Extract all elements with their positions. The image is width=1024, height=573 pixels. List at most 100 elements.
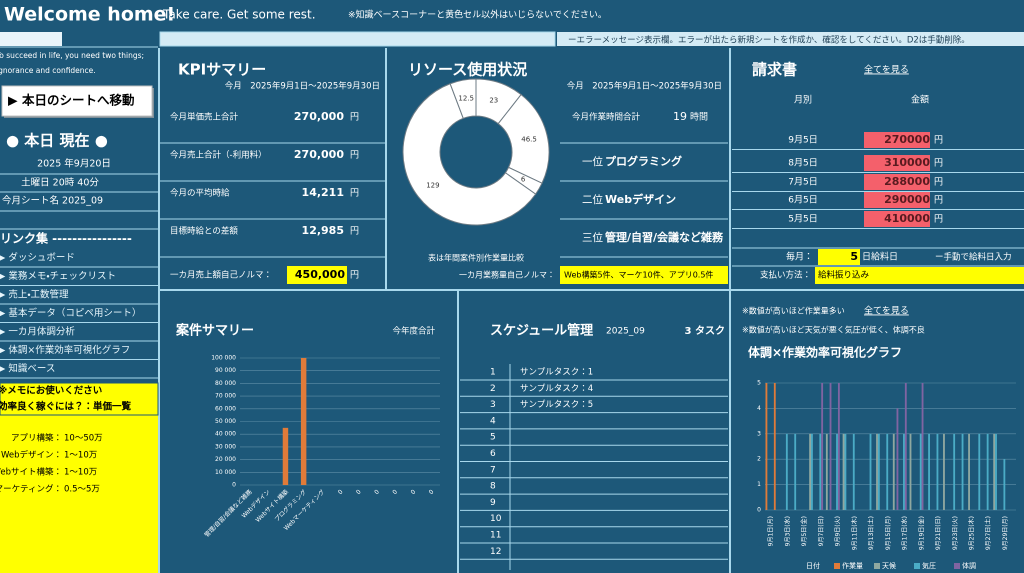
nav-link[interactable]: ▶ 体調×作業効率可視化グラフ [0,344,130,356]
y-tick-label: 10 000 [215,469,236,476]
today-button[interactable] [1,85,153,117]
rank: 一位 [582,155,603,168]
bar [876,433,878,510]
button-label[interactable]: ▶ 本日のシートへ移動 [8,93,134,108]
view-all-link[interactable]: 全てを見る [864,64,909,76]
nav-link[interactable]: ▶ 一カ月体調分析 [0,326,75,338]
x-tick-label: 9月5日(金) [800,516,808,546]
view-all-link[interactable]: 全てを見る [864,305,909,317]
rate-value: 1～10万 [64,468,97,478]
quota-cell [560,266,728,284]
bar [844,433,847,510]
bar [953,433,956,510]
total-label: 今月作業時間合計 [572,112,641,123]
bar [869,433,872,510]
nav-link[interactable]: ▶ 業務メモ・チェックリスト [0,270,116,282]
bar [909,433,912,510]
payday-suffix: 日給料日 [862,251,898,263]
cell [0,32,62,46]
error-message: ーエラーメッセージ表示欄。エラーが出たら新規シートを作成か、確認をしてください。… [568,35,970,46]
x-tick-label: 9月19日(金) [917,516,925,550]
legend-label: 体調 [962,561,976,570]
quota-label: 一カ月売上額自己ノルマ： [170,270,272,281]
sheet-label: 2025_09 [606,327,645,337]
y-tick-label: 30 000 [215,443,236,450]
amount-cell [864,132,930,148]
x-tick-label: 9月29日(月) [1002,516,1009,550]
bar [836,433,838,510]
invoice-amount: 290000 [884,193,930,206]
invoice-date: 7月5日 [788,177,817,188]
memo-header [0,382,159,416]
task-number: 3 [490,400,496,410]
nav-link[interactable]: ▶ 基本データ（コピペ用シート） [0,307,141,319]
x-tick-label: 0 [428,488,436,496]
payday-note: ー手動で給料日入力 [935,252,1012,263]
bar [837,383,840,510]
bar [821,383,824,510]
bar [961,433,964,510]
task-name: サンプルタスク：4 [520,384,593,394]
bar [886,433,889,510]
quota-cell [287,266,347,284]
task-number: 6 [490,449,496,459]
y-tick-label: 60 000 [215,405,236,412]
section-title: リソース使用状況 [408,61,527,79]
invoice-amount: 410000 [884,212,930,225]
rank-name: 管理/自習/会議など雑務 [605,230,724,244]
kpi-label: 目標時給との差額 [170,226,238,237]
y-tick-label: 3 [757,430,761,437]
bar [943,433,945,510]
memo-title: ※メモにお使いください [0,385,102,397]
bar [896,408,899,510]
legend-swatch [914,563,920,569]
date: 2025 年9月20日 [37,158,111,170]
task-number: 10 [490,514,502,524]
legend-swatch [874,563,880,569]
x-tick-label: 9月13日(土) [867,516,875,550]
bar [300,358,307,485]
amount-cell [864,192,930,208]
task-count: 3 タスク [685,325,725,337]
nav-link[interactable]: ▶ ダッシュボード [0,252,75,264]
kpi-value: 270,000 [294,148,344,161]
legend-swatch [954,563,960,569]
nav-link[interactable]: ▶ 知識ベース [0,363,55,375]
invoice-date: 9月5日 [788,135,817,146]
nav-link[interactable]: ▶ 売上・工数管理 [0,289,69,301]
section-title: 請求書 [752,61,797,79]
task-number: 11 [490,531,501,541]
quota-label: 一カ月業務量自己ノルマ： [459,270,555,280]
note: ※数値が高いほど作業量多い [742,306,845,316]
invoice-date: 5月5日 [788,214,817,225]
bar [978,433,981,510]
section-title: スケジュール管理 [490,323,593,339]
x-tick-label: 9月21日(日) [935,516,942,550]
subtitle: Take care. Get some rest. [162,8,316,22]
x-tick-label: 9月27日(土) [984,516,992,550]
invoice-unit: 円 [934,158,943,169]
pie-slice [402,83,537,226]
task-number: 8 [490,482,496,492]
legend-swatch [834,563,840,569]
quota-unit: 円 [350,270,359,281]
slice-label: 23 [489,96,498,104]
bar [282,427,289,485]
bar [995,433,997,510]
kpi-value: 12,985 [302,224,344,237]
kpi-label: 今月売上合計（-利用料） [170,150,267,161]
x-tick-label: 9月9日(火) [835,516,842,546]
slice-label: 129 [426,181,439,189]
bar [819,433,822,510]
invoice-amount: 310000 [884,156,930,169]
y-tick-label: 100 000 [211,355,236,362]
payday-value: 5 [850,250,858,263]
x-tick-label: 9月17日(水) [901,516,909,550]
bar [993,433,996,510]
payment-cell [815,267,1024,284]
task-number: 5 [490,433,496,443]
invoice-unit: 円 [934,214,943,225]
invoice-amount: 270000 [884,133,930,146]
rate-value: 0.5～5万 [64,485,100,495]
total-value: 19 [673,110,687,123]
